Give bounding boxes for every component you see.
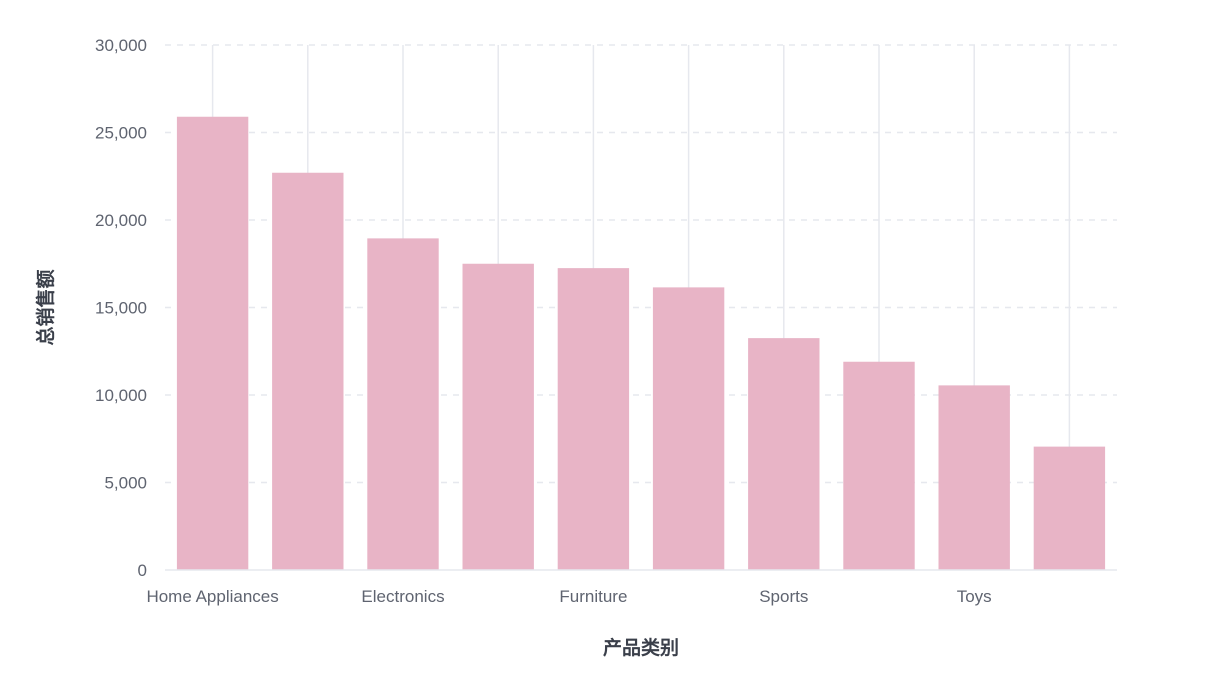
x-axis-title: 产品类别 <box>603 636 679 659</box>
x-axis-tick-labels: Home Appliances Electronics Furniture Sport… <box>146 587 991 606</box>
y-tick-label: 20,000 <box>95 211 147 230</box>
y-tick-label: 10,000 <box>95 386 147 405</box>
bar <box>1033 446 1106 570</box>
bar <box>557 268 630 570</box>
y-axis-title: 总销售额 <box>34 269 57 345</box>
bar <box>652 287 725 570</box>
y-tick-label: 15,000 <box>95 299 147 318</box>
bar <box>748 338 820 570</box>
bar <box>176 116 249 570</box>
x-tick-label: Home Appliances <box>146 587 278 606</box>
y-tick-label: 30,000 <box>95 36 147 55</box>
x-tick-label: Sports <box>759 587 808 606</box>
bar <box>367 238 439 570</box>
bar-series <box>176 116 1106 570</box>
bar <box>272 172 344 570</box>
bar <box>462 263 534 570</box>
bar <box>938 385 1010 570</box>
bar <box>843 361 915 570</box>
x-tick-label: Electronics <box>361 587 444 606</box>
y-tick-label: 25,000 <box>95 124 147 143</box>
y-axis-tick-labels: 0 5,000 10,000 15,000 20,000 25,000 30,000 <box>95 36 147 580</box>
y-tick-label: 5,000 <box>104 474 147 493</box>
y-tick-label: 0 <box>138 561 147 580</box>
x-tick-label: Toys <box>957 587 992 606</box>
x-tick-label: Furniture <box>559 587 627 606</box>
